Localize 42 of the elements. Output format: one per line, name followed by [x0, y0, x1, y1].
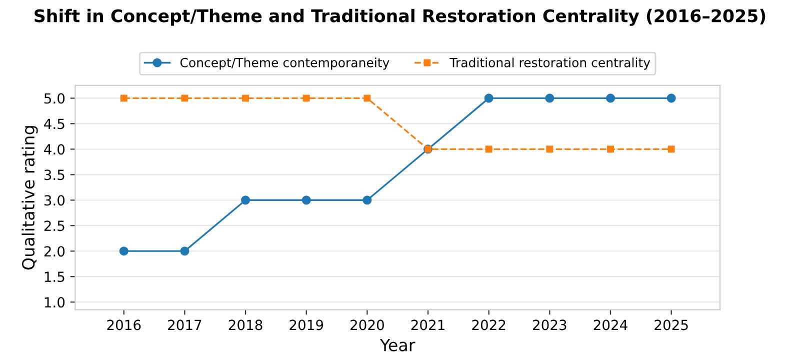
x-tick-label: 2018 — [228, 320, 262, 330]
point — [668, 146, 675, 153]
y-tick-label: 4.5 — [44, 118, 64, 130]
y-tick-label: 1.0 — [44, 297, 65, 308]
x-tick-label: 2025 — [654, 320, 688, 330]
point — [181, 94, 188, 102]
y-tick-label: 4.0 — [44, 144, 65, 155]
point — [119, 246, 128, 256]
point — [302, 94, 310, 102]
point — [120, 94, 128, 102]
x-tick-label: 2016 — [107, 320, 141, 330]
point — [302, 196, 311, 205]
point — [242, 94, 249, 102]
y-tick-label: 3.5 — [44, 170, 64, 180]
point — [606, 94, 616, 103]
x-tick-label: 2020 — [350, 320, 384, 330]
y-axis-title: Qualitative rating — [22, 126, 38, 270]
point — [484, 94, 494, 103]
x-tick-label: 2023 — [533, 320, 566, 330]
point — [485, 146, 492, 153]
point — [364, 94, 371, 102]
y-tick-label: 2.0 — [44, 246, 65, 257]
point — [241, 196, 250, 205]
point — [545, 94, 554, 103]
x-tick-label: 2019 — [290, 320, 324, 330]
point — [546, 146, 554, 153]
y-tick-label: 3.0 — [44, 195, 65, 206]
legend-label: Concept/Theme contemporaneity — [180, 58, 390, 70]
y-tick-label: 1.5 — [44, 272, 64, 282]
point — [607, 146, 614, 153]
x-tick-label: 2021 — [411, 320, 444, 330]
y-tick-label: 5.0 — [44, 93, 65, 104]
x-tick-label: 2024 — [594, 320, 628, 330]
point — [666, 94, 676, 103]
chart-title: Shift in Concept/Theme and Traditional Restoration Centrality (2016–2025) — [34, 8, 766, 26]
x-tick-label: 2022 — [472, 320, 506, 330]
point — [362, 196, 372, 205]
x-tick-label: 2017 — [168, 320, 202, 330]
legend-label: Traditional restoration centrality — [450, 58, 650, 70]
point — [180, 246, 190, 256]
y-tick-label: 2.5 — [44, 220, 64, 232]
x-axis-title: Year — [380, 338, 416, 352]
